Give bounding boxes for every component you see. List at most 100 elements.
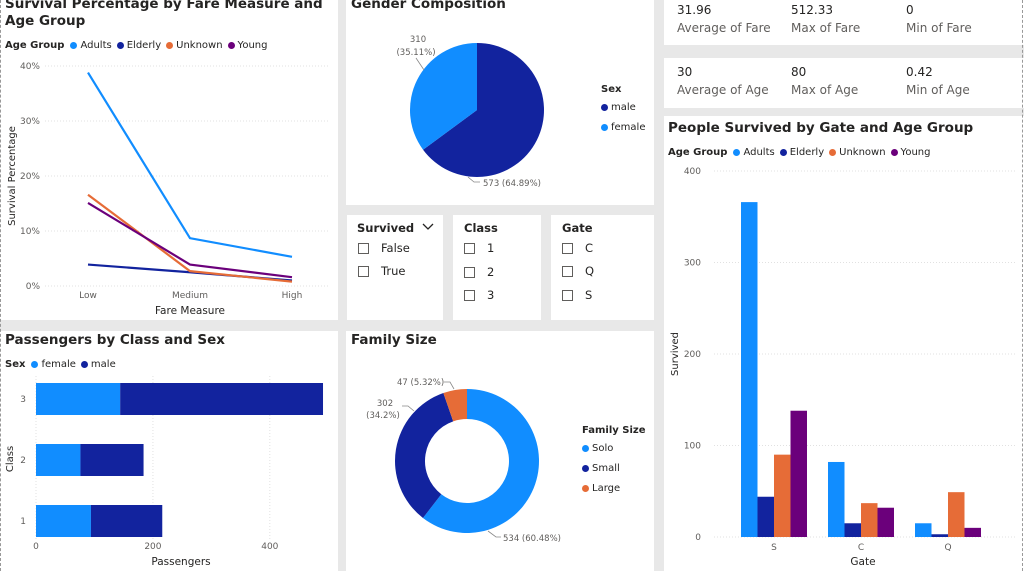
slicer-option-2[interactable]: 2 bbox=[464, 265, 494, 279]
legend-item-elderly: Elderly bbox=[779, 147, 824, 158]
y-tick-label: 0% bbox=[26, 282, 41, 292]
checkbox[interactable] bbox=[464, 266, 475, 278]
legend-dot bbox=[601, 124, 608, 131]
slicer-option-c[interactable]: C bbox=[562, 241, 593, 255]
option-label: 3 bbox=[487, 288, 495, 302]
column-adults-C bbox=[828, 461, 845, 537]
canvas-edge bbox=[1022, 0, 1024, 571]
y-tick-label: 400 bbox=[684, 167, 701, 177]
y-tick-label: 200 bbox=[684, 350, 701, 360]
slicer-option-s[interactable]: S bbox=[562, 288, 592, 302]
bar-male-class-1 bbox=[90, 505, 163, 537]
slicer-option-1[interactable]: 1 bbox=[464, 241, 494, 255]
x-axis-title: Passengers bbox=[151, 556, 210, 568]
donut-legend-title: Family Size bbox=[582, 425, 652, 436]
checkbox[interactable] bbox=[562, 265, 573, 277]
kpi-label: Min of Age bbox=[906, 83, 970, 97]
checkbox[interactable] bbox=[358, 242, 369, 254]
legend-dot bbox=[582, 445, 589, 452]
survived-slicer: Survived False True bbox=[347, 215, 443, 320]
slicer-option-3[interactable]: 3 bbox=[464, 288, 494, 302]
donut-slice-large bbox=[443, 389, 467, 422]
y-tick-label: 1 bbox=[20, 517, 26, 527]
series-line-unknown bbox=[87, 193, 293, 283]
gate-slicer: Gate C Q S bbox=[551, 215, 654, 320]
legend-label: Adults bbox=[743, 147, 775, 158]
legend-title: Age Group bbox=[668, 147, 728, 158]
legend-label: Young bbox=[237, 40, 268, 51]
legend-label: Young bbox=[900, 147, 931, 158]
data-label: 534 (60.48%) bbox=[503, 534, 561, 544]
x-tick-label: C bbox=[858, 543, 864, 553]
checkbox[interactable] bbox=[562, 242, 573, 254]
gender-legend-title: Sex bbox=[601, 84, 627, 95]
option-label: S bbox=[585, 288, 593, 302]
line-chart-title: Survival Percentage by Fare Measure and … bbox=[5, 0, 323, 29]
legend-item-adults: Adults bbox=[70, 40, 112, 51]
legend-dot bbox=[733, 149, 741, 156]
bar-chart-title: Passengers by Class and Sex bbox=[5, 332, 225, 348]
checkbox[interactable] bbox=[562, 289, 573, 301]
y-tick-label: 0 bbox=[695, 533, 701, 543]
kpi-value: 512.33 bbox=[791, 3, 833, 17]
column-unknown-C bbox=[861, 503, 878, 537]
checkbox[interactable] bbox=[464, 242, 475, 254]
age-kpi-card: 30 Average of Age 80 Max of Age 0.42 Min… bbox=[664, 58, 1024, 108]
slicer-option-true[interactable]: True bbox=[358, 264, 405, 278]
gate-bar-chart: 0 100 200 300 400 Survived Gate S C Q bbox=[670, 167, 1016, 568]
legend-label: Large bbox=[592, 483, 621, 494]
legend-label: female bbox=[41, 359, 76, 370]
checkbox[interactable] bbox=[358, 265, 369, 277]
checkbox[interactable] bbox=[464, 289, 475, 301]
legend-dot bbox=[601, 104, 608, 111]
kpi-value: 31.96 bbox=[677, 3, 712, 17]
donut-slice-solo bbox=[422, 389, 539, 533]
data-label: (34.2%) bbox=[366, 411, 400, 421]
legend-label: Solo bbox=[592, 443, 614, 454]
legend-item-unknown: Unknown bbox=[829, 147, 886, 158]
legend-item-large: Large bbox=[582, 483, 620, 494]
slicer-title: Survived bbox=[357, 221, 415, 235]
x-tick-label: S bbox=[771, 543, 777, 553]
y-tick-label: 3 bbox=[20, 395, 26, 405]
series-line-adults bbox=[87, 72, 293, 258]
legend-title: Age Group bbox=[5, 40, 65, 51]
chevron-down-icon[interactable] bbox=[347, 215, 443, 245]
gate-chart-title: People Survived by Gate and Age Group bbox=[668, 120, 974, 136]
slicer-option-q[interactable]: Q bbox=[562, 264, 594, 278]
y-tick-label: 2 bbox=[20, 456, 26, 466]
column-elderly-S bbox=[757, 496, 774, 537]
legend-item-young: Young bbox=[227, 40, 268, 51]
legend-item-female: female bbox=[601, 122, 645, 133]
x-axis-title: Fare Measure bbox=[155, 305, 225, 317]
legend-item-young: Young bbox=[890, 147, 931, 158]
kpi-label: Average of Fare bbox=[677, 21, 771, 35]
label-leader bbox=[467, 176, 480, 183]
label-leader bbox=[415, 57, 425, 71]
legend-title: Family Size bbox=[582, 425, 646, 436]
legend-dot bbox=[80, 361, 88, 368]
column-unknown-Q bbox=[948, 492, 965, 537]
option-label: 2 bbox=[487, 265, 495, 279]
x-tick-label: 200 bbox=[144, 542, 161, 552]
donut-title: Family Size bbox=[351, 332, 437, 348]
slicer-option-false[interactable]: False bbox=[358, 241, 410, 255]
column-elderly-Q bbox=[931, 534, 948, 537]
bar-female-class-3 bbox=[36, 383, 121, 415]
canvas-edge bbox=[0, 0, 2, 571]
y-tick-label: 40% bbox=[20, 62, 40, 72]
bar-female-class-1 bbox=[36, 505, 91, 537]
family-size-panel: Family Size 534 (60.48%) 302 (34.2%) 47 (5.… bbox=[346, 331, 654, 571]
y-axis-title: Survival Percentage bbox=[7, 126, 18, 226]
option-label: True bbox=[381, 264, 406, 278]
label-leader bbox=[444, 381, 455, 390]
y-tick-label: 30% bbox=[20, 117, 40, 127]
kpi-label: Average of Age bbox=[677, 83, 769, 97]
series-line-young bbox=[87, 202, 293, 279]
column-elderly-C bbox=[844, 523, 861, 537]
class-slicer: Class 1 2 3 bbox=[453, 215, 541, 320]
class-sex-bar-panel: Passengers by Class and Sex Sex female m… bbox=[0, 331, 338, 571]
legend-label: Adults bbox=[80, 40, 112, 51]
kpi-value: 0 bbox=[906, 3, 914, 17]
legend-label: Unknown bbox=[176, 40, 223, 51]
